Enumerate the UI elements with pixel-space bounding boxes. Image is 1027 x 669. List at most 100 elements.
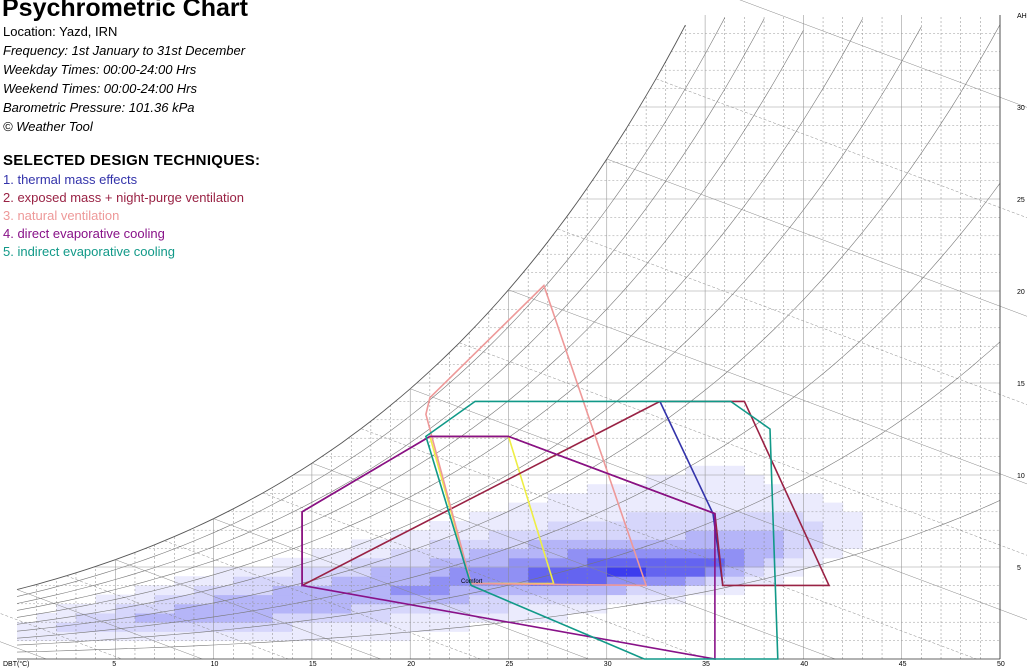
bin-cell bbox=[842, 539, 863, 550]
bin-cell bbox=[370, 622, 392, 632]
wet-bulb-line bbox=[606, 158, 1027, 317]
bin-cell bbox=[213, 631, 234, 642]
bin-cell bbox=[292, 594, 313, 605]
bin-cell bbox=[547, 603, 568, 614]
bin-cell bbox=[823, 548, 844, 559]
bin-cell bbox=[646, 511, 667, 522]
bin-cell bbox=[764, 493, 785, 504]
bin-cell bbox=[36, 622, 57, 632]
bin-cell bbox=[174, 631, 195, 642]
bin-cell bbox=[744, 484, 765, 494]
bin-cell bbox=[744, 502, 765, 513]
bin-cell bbox=[429, 548, 451, 559]
bin-cell bbox=[488, 539, 509, 550]
bin-cell bbox=[75, 631, 97, 642]
bin-cell bbox=[311, 548, 333, 559]
bin-cell bbox=[449, 585, 470, 596]
bin-cell bbox=[744, 548, 765, 559]
bin-cell bbox=[311, 603, 333, 614]
bin-cell bbox=[823, 539, 844, 550]
wet-bulb-line bbox=[360, 428, 977, 660]
bin-cell bbox=[488, 557, 509, 568]
bin-cell bbox=[311, 622, 333, 632]
bin-cell bbox=[567, 567, 588, 577]
bin-cell bbox=[272, 594, 293, 605]
bin-cell bbox=[469, 539, 490, 550]
bin-cell bbox=[174, 603, 195, 614]
bin-cell bbox=[469, 603, 490, 614]
bin-cell bbox=[213, 603, 234, 614]
bin-cell bbox=[370, 585, 392, 596]
bin-cell bbox=[174, 576, 195, 586]
bin-cell bbox=[587, 594, 608, 605]
wet-bulb-line bbox=[0, 613, 122, 660]
bin-cell bbox=[311, 594, 333, 605]
bin-cell bbox=[685, 530, 706, 540]
bin-cell bbox=[587, 502, 608, 513]
bin-cell bbox=[429, 585, 451, 596]
bin-cell bbox=[449, 521, 470, 531]
bin-cell bbox=[429, 539, 451, 550]
bin-cell bbox=[233, 603, 254, 614]
bin-cell bbox=[528, 613, 549, 623]
wet-bulb-line bbox=[0, 641, 47, 660]
bin-cell bbox=[115, 603, 136, 614]
credit-text: © Weather Tool bbox=[3, 119, 93, 134]
bin-cell bbox=[252, 603, 274, 614]
bin-cell bbox=[449, 594, 470, 605]
bin-cell bbox=[469, 594, 490, 605]
bin-cell bbox=[547, 567, 568, 577]
bin-cell bbox=[488, 585, 509, 596]
bin-cell bbox=[724, 465, 745, 476]
bin-cell bbox=[449, 603, 470, 614]
bin-cell bbox=[528, 567, 549, 577]
bin-cell bbox=[390, 622, 411, 632]
technique-item-4: 4. direct evaporative cooling bbox=[3, 226, 165, 241]
design-zones bbox=[301, 284, 831, 660]
bin-cell bbox=[626, 557, 647, 568]
bin-cell bbox=[410, 594, 431, 605]
bin-cell bbox=[429, 557, 451, 568]
wet-bulb-line bbox=[164, 540, 481, 660]
bin-cell bbox=[311, 613, 333, 623]
bin-cell bbox=[429, 613, 451, 623]
bin-cell bbox=[626, 548, 647, 559]
bin-cell bbox=[390, 603, 411, 614]
chart-axes: DBT(°C) AH Comfort 5 10 15 20 25 30 35 40 45 50 5 1… bbox=[3, 13, 1027, 668]
bin-cell bbox=[17, 631, 38, 642]
bin-cell bbox=[705, 475, 726, 485]
wet-bulb-line bbox=[655, 78, 1027, 218]
bin-cell bbox=[587, 484, 608, 494]
bin-cell bbox=[547, 613, 568, 623]
bin-cell bbox=[311, 631, 333, 642]
bin-cell bbox=[528, 521, 549, 531]
bin-cell bbox=[547, 594, 568, 605]
bin-cell bbox=[567, 502, 588, 513]
bin-cell bbox=[488, 613, 509, 623]
bin-cell bbox=[469, 530, 490, 540]
bin-cell bbox=[351, 548, 372, 559]
bin-cell bbox=[528, 594, 549, 605]
bin-cell bbox=[646, 539, 667, 550]
bin-cell bbox=[744, 511, 765, 522]
bin-cell bbox=[724, 475, 745, 485]
bin-cell bbox=[390, 613, 411, 623]
bin-cell bbox=[272, 603, 293, 614]
x-tick-label: 50 bbox=[997, 661, 1005, 668]
wet-bulb-line bbox=[262, 492, 707, 660]
bin-cell bbox=[547, 585, 568, 596]
bin-cell bbox=[390, 576, 411, 586]
bin-cell bbox=[626, 511, 647, 522]
bin-cell bbox=[547, 548, 568, 559]
bin-cell bbox=[449, 576, 470, 586]
bin-cell bbox=[410, 622, 431, 632]
bin-cell bbox=[351, 613, 372, 623]
bin-cell bbox=[744, 567, 765, 577]
bin-cell bbox=[685, 567, 706, 577]
bin-cell bbox=[134, 631, 156, 642]
bin-cell bbox=[764, 502, 785, 513]
bin-cell bbox=[17, 622, 38, 632]
bin-cell bbox=[626, 539, 647, 550]
bin-cell bbox=[528, 502, 549, 513]
bin-cell bbox=[233, 613, 254, 623]
